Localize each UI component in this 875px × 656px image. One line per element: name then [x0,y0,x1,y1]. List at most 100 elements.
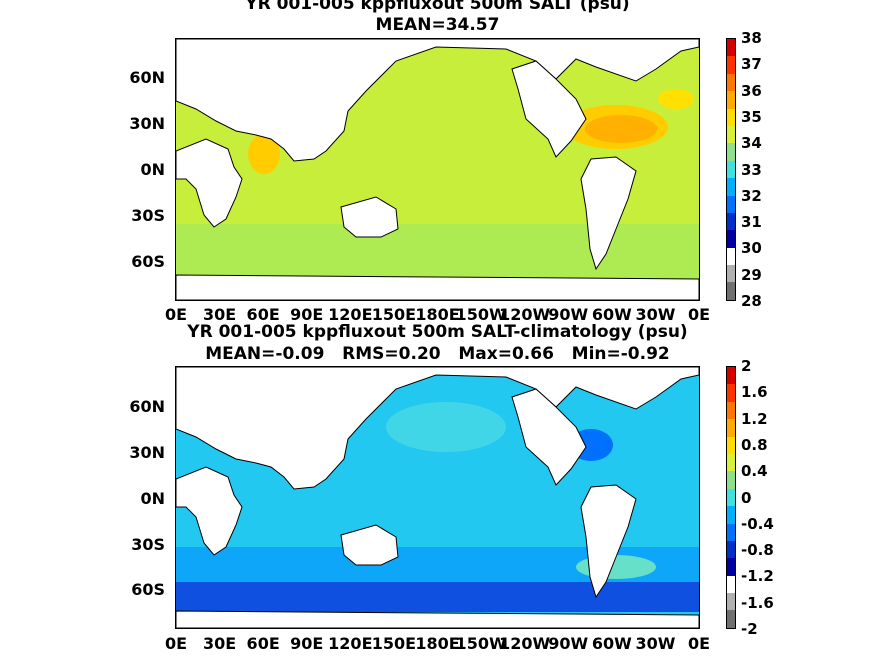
panel2-land [176,367,699,628]
colorbar-label: 34 [741,134,762,153]
panel1-xtick-12: 0E [687,305,711,324]
colorbar-label: 1.6 [741,383,768,402]
colorbar-segment [727,436,735,454]
colorbar-label: 2 [741,357,752,375]
colorbar-segment [727,610,735,628]
panel2-title-line2: MEAN=-0.09 RMS=0.20 Max=0.66 Min=-0.92 [205,344,670,364]
colorbar-segment [727,419,735,437]
panel2-ytick-60n: 60N [129,397,165,416]
panel2-xtick-0: 0E [164,634,188,653]
colorbar-label: -1.6 [741,593,774,612]
colorbar-segment [727,453,735,472]
colorbar-segment [727,56,735,74]
colorbar-segment [727,73,735,92]
colorbar-segment [727,178,735,196]
panel1-ytick-30n: 30N [129,114,165,133]
colorbar-segment [727,212,735,231]
colorbar-segment [727,488,735,507]
panel1-xtick-5: 150E [371,305,417,324]
panel2-xtick-11: 30W [635,634,676,653]
colorbar-label: -2 [741,620,758,638]
panel1-arabian-sea-patch [248,134,280,174]
panel2-xtick-7: 150W [455,634,507,653]
colorbar-segment [727,401,735,420]
panel1-ytick-30s: 30S [131,206,165,225]
colorbar-segment [727,247,735,266]
panel2-xtick-12: 0E [687,634,711,653]
panel2-map [175,366,700,629]
panel2-ytick-0n: 0N [140,489,165,508]
panel2-xtick-3: 90E [290,634,324,653]
colorbar-label: 38 [741,29,762,47]
panel2-xtick-4: 120E [328,634,373,653]
panel2-ytick-30s: 30S [131,535,165,554]
panel1-land [176,39,699,300]
panel2-title-line1: YR 001-005 kppfluxout 500m SALT-climatol… [187,322,688,342]
panel2-ytick-30n: 30N [129,443,165,462]
colorbar-segment [727,143,735,161]
colorbar-segment [727,282,735,300]
panel2-map-svg [176,367,699,628]
colorbar-label: -1.2 [741,567,774,586]
colorbar-label: 36 [741,81,762,100]
colorbar-segment [727,265,735,283]
colorbar-segment [727,575,735,594]
panel2-xtick-6: 180E [415,634,460,653]
colorbar-label: -0.8 [741,541,774,560]
panel2-ytick-60s: 60S [131,580,165,599]
panel1-xtick-6: 180E [415,305,460,324]
colorbar-segment [727,593,735,611]
colorbar-segment [727,506,735,524]
colorbar-label: 0 [741,488,752,507]
colorbar-label: 0.4 [741,462,768,481]
panel1-xtick-8: 120W [499,305,551,324]
colorbar-segment [727,195,735,213]
colorbar-segment [727,230,735,248]
panel1-xtick-4: 120E [328,305,373,324]
panel2-southern-ocean-dark-band [176,582,699,612]
panel2-xtick-5: 150E [371,634,417,653]
colorbar-label: 33 [741,160,762,179]
panel1-xtick-11: 30W [635,305,676,324]
colorbar-segment [727,523,735,541]
panel1-north-atlantic-patch [658,89,694,109]
panel2-xtick-10: 60W [591,634,632,653]
panel1-xtick-7: 150W [455,305,507,324]
colorbar-segment [727,39,735,57]
colorbar-segment [727,558,735,576]
panel1-ytick-60n: 60N [129,68,165,87]
panel1-atlantic-salinity-core [585,115,657,143]
panel1-ytick-0n: 0N [140,160,165,179]
panel2-north-pacific-patch [386,402,506,452]
colorbar-segment [727,108,735,126]
panel1-ytick-60s: 60S [131,252,165,271]
colorbar-label: 31 [741,213,762,232]
panel1-colorbar [726,38,736,301]
panel2-colorbar [726,366,736,629]
panel1-xtick-2: 60E [246,305,280,324]
colorbar-label: 30 [741,239,762,258]
panel2-xtick-8: 120W [499,634,551,653]
panel1-xtick-3: 90E [290,305,324,324]
panel1-southern-ocean-band [176,224,699,279]
panel1-xtick-9: 90W [548,305,589,324]
colorbar-label: 29 [741,265,762,284]
panel2-xtick-9: 90W [548,634,589,653]
panel1-title-line2: MEAN=34.57 [375,15,500,35]
colorbar-label: 35 [741,107,762,126]
colorbar-segment [727,367,735,385]
colorbar-label: -0.4 [741,514,774,533]
panel1-title-line1: YR 001-005 kppfluxout 500m SALT (psu) [245,0,630,14]
colorbar-segment [727,540,735,559]
panel1-xtick-10: 60W [591,305,632,324]
panel1-xtick-1: 30E [202,305,237,324]
colorbar-label: 1.2 [741,409,768,428]
colorbar-segment [727,160,735,179]
colorbar-label: 28 [741,292,762,310]
colorbar-segment [727,91,735,109]
colorbar-label: 32 [741,186,762,205]
colorbar-segment [727,471,735,489]
colorbar-segment [727,384,735,402]
panel1-map-svg [176,39,699,300]
colorbar-label: 37 [741,55,762,74]
